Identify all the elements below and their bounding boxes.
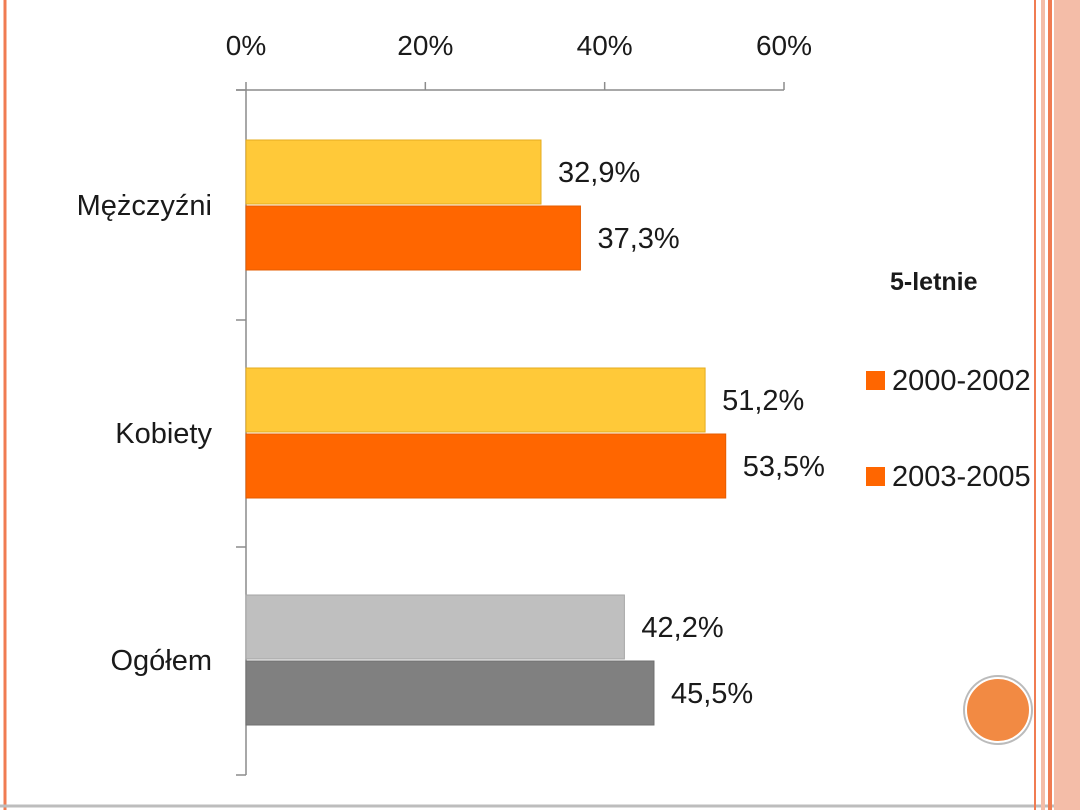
y-axis: Mężczyźni Kobiety Ogółem	[77, 89, 247, 776]
category-label: Kobiety	[115, 418, 212, 450]
data-label: 37,3%	[597, 223, 679, 255]
legend-swatch	[866, 467, 885, 486]
data-label: 53,5%	[743, 451, 825, 483]
bar	[245, 367, 706, 433]
x-tick-label: 40%	[577, 30, 633, 61]
category-label: Mężczyźni	[77, 190, 212, 222]
x-tick-label: 20%	[397, 30, 453, 61]
bar	[245, 433, 727, 499]
data-label: 32,9%	[558, 157, 640, 189]
legend-label: 2003-2005	[892, 461, 1031, 493]
category-label: Ogółem	[110, 645, 212, 677]
bar	[245, 594, 625, 660]
data-label: 51,2%	[722, 385, 804, 417]
x-axis: 0% 20% 40% 60%	[226, 30, 812, 91]
bar	[245, 205, 581, 271]
legend: 5-letnie 2000-2002 2003-2005	[866, 268, 1031, 493]
legend-label: 2000-2002	[892, 365, 1031, 397]
legend-swatch	[866, 371, 885, 390]
data-labels-group: 32,9% 51,2% 42,2% 37,3% 53,5% 45,5%	[558, 157, 825, 710]
slide-decoration-dot	[965, 677, 1031, 743]
data-label: 45,5%	[671, 678, 753, 710]
legend-title: 5-letnie	[890, 268, 978, 296]
x-tick-label: 60%	[756, 30, 812, 61]
data-label: 42,2%	[641, 612, 723, 644]
bars-group	[245, 139, 727, 726]
x-tick-label: 0%	[226, 30, 266, 61]
bar	[245, 660, 655, 726]
bar	[245, 139, 542, 205]
